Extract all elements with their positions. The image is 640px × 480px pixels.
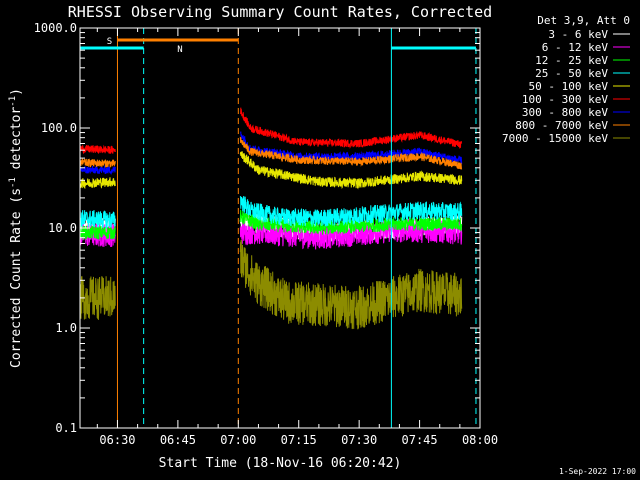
y-tick-label-0: 0.1 — [55, 421, 77, 435]
x-tick-label-3: 07:15 — [281, 433, 317, 447]
state-label-n: N — [177, 45, 182, 55]
series-line-1-0 — [79, 222, 116, 248]
y-axis-label: Corrected Count Rate (s-1 detector-1) — [8, 88, 24, 368]
legend-label-3: 25 - 50 keV — [535, 67, 608, 80]
series-2 — [79, 209, 463, 240]
x-tick-label-6: 08:00 — [462, 433, 498, 447]
chart-title: RHESSI Observing Summary Count Rates, Co… — [68, 3, 492, 21]
series-line-4-0 — [79, 177, 116, 190]
x-tick-label-1: 06:45 — [160, 433, 196, 447]
series-6 — [79, 131, 463, 176]
series-line-6-0 — [79, 164, 116, 176]
series-line-2-0 — [79, 225, 116, 240]
x-tick-label-5: 07:45 — [402, 433, 438, 447]
series-line-4-1 — [239, 151, 463, 190]
timestamp: 1-Sep-2022 17:00 — [559, 467, 636, 476]
x-tick-label-0: 06:30 — [99, 433, 135, 447]
x-tick-label-2: 07:00 — [220, 433, 256, 447]
attenuator-layer: SN — [80, 37, 476, 55]
legend-label-8: 7000 - 15000 keV — [502, 132, 608, 145]
y-axis-label-sup2: -1 — [8, 96, 18, 107]
x-axis-ticks: 06:30 06:45 07:00 07:15 07:30 07:45 08:00 — [96, 28, 498, 447]
series-5 — [79, 107, 463, 155]
series-layer — [79, 107, 463, 330]
series-line-6-1 — [240, 131, 463, 165]
x-tick-label-4: 07:30 — [341, 433, 377, 447]
series-line-3-0 — [79, 210, 116, 229]
series-line-8-1 — [239, 239, 463, 330]
y-tick-label-2: 10.0 — [48, 221, 77, 235]
legend-label-7: 800 - 7000 keV — [515, 119, 608, 132]
series-line-5-1 — [239, 107, 463, 149]
series-line-7-1 — [239, 136, 463, 170]
series-line-8-0 — [79, 276, 116, 320]
legend-label-4: 50 - 100 keV — [529, 80, 609, 93]
legend-label-1: 6 - 12 keV — [542, 41, 609, 54]
state-label-s: S — [107, 37, 112, 47]
x-axis-label: Start Time (18-Nov-16 06:20:42) — [159, 456, 402, 471]
y-tick-label-4: 1000.0 — [34, 21, 77, 35]
y-axis-label-mid: detector — [9, 107, 24, 178]
series-3 — [79, 195, 463, 229]
y-axis-label-sup1: -1 — [8, 177, 18, 188]
legend-label-2: 12 - 25 keV — [535, 54, 608, 67]
y-axis-label-end: ) — [9, 88, 24, 96]
series-8 — [79, 239, 463, 330]
y-axis-ticks: 0.1 1.0 10.0 100.0 1000.0 — [34, 21, 480, 435]
legend-title: Det 3,9, Att 0 — [537, 14, 630, 27]
y-axis-label-main: Corrected Count Rate (s — [9, 188, 24, 368]
series-4 — [79, 151, 463, 190]
legend-label-0: 3 - 6 keV — [548, 28, 608, 41]
series-line-7-0 — [79, 158, 116, 168]
y-tick-label-3: 100.0 — [41, 121, 77, 135]
series-line-5-0 — [79, 144, 116, 155]
series-line-2-1 — [239, 209, 463, 235]
series-line-3-1 — [239, 195, 463, 227]
legend-label-6: 300 - 800 keV — [522, 106, 608, 119]
legend-label-5: 100 - 300 keV — [522, 93, 608, 106]
y-tick-label-1: 1.0 — [55, 321, 77, 335]
series-7 — [79, 136, 463, 170]
